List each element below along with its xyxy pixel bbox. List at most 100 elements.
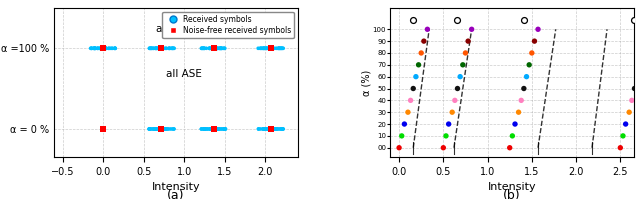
- Point: [220, 127, 230, 131]
- Point: [635, 63, 640, 66]
- Point: [403, 111, 413, 114]
- Point: [86, 47, 97, 50]
- Point: [527, 51, 537, 55]
- Point: [262, 47, 273, 50]
- Point: [629, 18, 639, 21]
- Point: [169, 127, 179, 131]
- Point: [198, 47, 208, 50]
- Point: [211, 47, 221, 50]
- Point: [199, 47, 209, 50]
- Point: [271, 47, 282, 50]
- Point: [200, 127, 211, 131]
- Text: (a): (a): [167, 189, 185, 199]
- Point: [204, 47, 214, 50]
- Point: [257, 47, 268, 50]
- Point: [422, 28, 433, 31]
- Point: [146, 47, 156, 50]
- Point: [205, 47, 215, 50]
- Point: [145, 127, 155, 131]
- Point: [458, 63, 468, 66]
- Point: [110, 47, 120, 50]
- Point: [259, 47, 269, 50]
- Point: [212, 47, 223, 50]
- Point: [165, 127, 175, 131]
- Point: [220, 127, 230, 131]
- Point: [219, 127, 229, 131]
- Point: [151, 127, 161, 131]
- Point: [161, 127, 172, 131]
- Point: [205, 47, 215, 50]
- Point: [463, 40, 473, 43]
- Point: [270, 127, 280, 131]
- Point: [100, 47, 111, 50]
- Point: [216, 47, 226, 50]
- Point: [212, 47, 223, 50]
- Point: [144, 127, 154, 131]
- Point: [269, 47, 280, 50]
- Point: [618, 134, 628, 138]
- Point: [148, 47, 159, 50]
- Point: [156, 127, 166, 131]
- Point: [262, 127, 273, 131]
- Point: [93, 47, 103, 50]
- X-axis label: Intensity: Intensity: [152, 182, 200, 192]
- Point: [151, 127, 161, 131]
- Point: [522, 75, 532, 78]
- Point: [100, 47, 111, 50]
- Point: [267, 127, 277, 131]
- Legend: Received symbols, Noise-free received symbols: Received symbols, Noise-free received sy…: [162, 12, 294, 38]
- Point: [214, 127, 224, 131]
- Point: [212, 127, 223, 131]
- Point: [205, 127, 216, 131]
- Point: [268, 127, 278, 131]
- Point: [198, 127, 209, 131]
- Point: [96, 47, 106, 50]
- Point: [93, 47, 103, 50]
- Point: [89, 47, 99, 50]
- Point: [215, 127, 225, 131]
- Point: [150, 127, 160, 131]
- Point: [270, 127, 280, 131]
- Point: [264, 47, 274, 50]
- Point: [150, 127, 160, 131]
- Point: [196, 47, 207, 50]
- Point: [202, 127, 212, 131]
- Point: [219, 127, 229, 131]
- Point: [276, 127, 287, 131]
- Point: [444, 122, 454, 126]
- Point: [169, 47, 179, 50]
- Point: [274, 47, 284, 50]
- Point: [269, 127, 280, 131]
- Point: [99, 47, 109, 50]
- Point: [99, 47, 109, 50]
- Point: [199, 127, 209, 131]
- Point: [159, 47, 169, 50]
- Point: [207, 47, 218, 50]
- Point: [220, 127, 230, 131]
- Point: [209, 47, 220, 50]
- Point: [271, 127, 282, 131]
- Point: [104, 47, 114, 50]
- Point: [157, 127, 167, 131]
- Point: [109, 47, 120, 50]
- Point: [157, 127, 168, 131]
- Point: [217, 47, 227, 50]
- Point: [148, 127, 159, 131]
- Point: [95, 47, 105, 50]
- Point: [197, 47, 207, 50]
- Point: [259, 127, 269, 131]
- Point: [216, 47, 227, 50]
- Point: [399, 122, 410, 126]
- Point: [89, 47, 99, 50]
- Point: [204, 47, 214, 50]
- Point: [253, 127, 264, 131]
- Point: [524, 63, 534, 66]
- Point: [260, 127, 270, 131]
- Point: [157, 47, 167, 50]
- Point: [100, 47, 111, 50]
- Point: [529, 40, 540, 43]
- Point: [615, 146, 625, 149]
- Point: [90, 47, 100, 50]
- Point: [167, 127, 177, 131]
- Point: [86, 47, 96, 50]
